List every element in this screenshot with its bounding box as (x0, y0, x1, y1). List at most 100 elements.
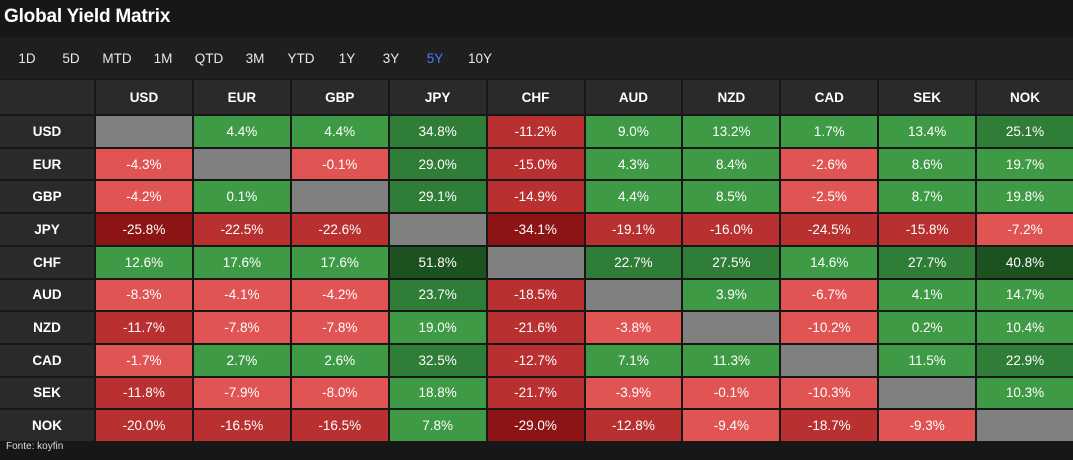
matrix-cell-gbp-cad: -2.5% (781, 181, 878, 213)
matrix-cell-cad-aud: 7.1% (585, 344, 682, 376)
row-header-usd: USD (0, 116, 94, 147)
matrix-cell-eur-jpy: 29.0% (389, 148, 486, 180)
matrix-cell-cad-jpy: 32.5% (389, 344, 486, 376)
period-tabs: 1D 5D MTD 1M QTD 3M YTD 1Y 3Y 5Y 10Y (0, 37, 1073, 79)
matrix-cell-nok-nok (977, 410, 1073, 441)
matrix-cell-chf-cad: 14.6% (781, 246, 878, 278)
matrix-cell-sek-usd: -11.8% (96, 377, 192, 409)
matrix-cell-nok-gbp: -16.5% (291, 410, 388, 441)
column-header-eur: EUR (193, 80, 290, 114)
matrix-cell-sek-sek (879, 377, 976, 409)
tab-ytd[interactable]: YTD (287, 50, 315, 66)
matrix-cell-usd-chf: -11.2% (487, 116, 584, 147)
row-header-jpy: JPY (0, 214, 94, 245)
matrix-cell-usd-nok: 25.1% (977, 116, 1073, 147)
column-header-chf: CHF (487, 80, 584, 114)
matrix-cell-eur-sek: 8.6% (879, 148, 976, 180)
matrix-cell-eur-gbp: -0.1% (291, 148, 388, 180)
matrix-cell-jpy-jpy (389, 214, 486, 245)
matrix-cell-cad-sek: 11.5% (879, 344, 976, 376)
matrix-cell-nzd-usd: -11.7% (96, 312, 192, 343)
matrix-cell-aud-aud (585, 279, 682, 311)
matrix-cell-jpy-nok: -7.2% (977, 214, 1073, 245)
column-header-nzd: NZD (683, 80, 780, 114)
matrix-cell-chf-chf (487, 246, 584, 278)
matrix-cell-jpy-nzd: -16.0% (683, 214, 780, 245)
matrix-cell-gbp-nzd: 8.5% (683, 181, 780, 213)
matrix-cell-sek-jpy: 18.8% (389, 377, 486, 409)
matrix-cell-aud-nzd: 3.9% (683, 279, 780, 311)
matrix-cell-sek-nzd: -0.1% (683, 377, 780, 409)
row-header-aud: AUD (0, 279, 94, 311)
matrix-corner (0, 80, 94, 114)
matrix-cell-nok-usd: -20.0% (96, 410, 192, 441)
matrix-cell-cad-eur: 2.7% (193, 344, 290, 376)
tab-1d[interactable]: 1D (18, 50, 36, 66)
matrix-cell-gbp-nok: 19.8% (977, 181, 1073, 213)
matrix-cell-sek-eur: -7.9% (193, 377, 290, 409)
matrix-cell-gbp-sek: 8.7% (879, 181, 976, 213)
matrix-cell-nzd-jpy: 19.0% (389, 312, 486, 343)
tab-1y[interactable]: 1Y (338, 50, 356, 66)
matrix-cell-chf-jpy: 51.8% (389, 246, 486, 278)
tab-qtd[interactable]: QTD (194, 50, 224, 66)
matrix-cell-aud-cad: -6.7% (781, 279, 878, 311)
matrix-cell-eur-nok: 19.7% (977, 148, 1073, 180)
matrix-cell-cad-nzd: 11.3% (683, 344, 780, 376)
tab-5y[interactable]: 5Y (426, 50, 444, 66)
matrix-cell-aud-usd: -8.3% (96, 279, 192, 311)
matrix-cell-usd-eur: 4.4% (193, 116, 290, 147)
matrix-cell-aud-sek: 4.1% (879, 279, 976, 311)
matrix-cell-eur-aud: 4.3% (585, 148, 682, 180)
matrix-cell-usd-cad: 1.7% (781, 116, 878, 147)
tab-3y[interactable]: 3Y (382, 50, 400, 66)
matrix-cell-cad-usd: -1.7% (96, 344, 192, 376)
matrix-cell-eur-chf: -15.0% (487, 148, 584, 180)
matrix-cell-nzd-eur: -7.8% (193, 312, 290, 343)
tab-1m[interactable]: 1M (153, 50, 173, 66)
matrix-cell-jpy-gbp: -22.6% (291, 214, 388, 245)
matrix-cell-jpy-aud: -19.1% (585, 214, 682, 245)
matrix-cell-nok-aud: -12.8% (585, 410, 682, 441)
matrix-cell-aud-gbp: -4.2% (291, 279, 388, 311)
page-title: Global Yield Matrix (4, 6, 171, 27)
matrix-cell-aud-jpy: 23.7% (389, 279, 486, 311)
matrix-cell-nzd-nzd (683, 312, 780, 343)
matrix-cell-nzd-chf: -21.6% (487, 312, 584, 343)
tab-5d[interactable]: 5D (62, 50, 80, 66)
matrix-cell-sek-nok: 10.3% (977, 377, 1073, 409)
tab-mtd[interactable]: MTD (102, 50, 132, 66)
matrix-cell-gbp-usd: -4.2% (96, 181, 192, 213)
row-header-cad: CAD (0, 344, 94, 376)
matrix-cell-cad-gbp: 2.6% (291, 344, 388, 376)
source-note: Fonte: koyfin (6, 441, 64, 452)
row-header-nzd: NZD (0, 312, 94, 343)
matrix-cell-nzd-aud: -3.8% (585, 312, 682, 343)
matrix-cell-chf-usd: 12.6% (96, 246, 192, 278)
matrix-cell-jpy-sek: -15.8% (879, 214, 976, 245)
matrix-cell-usd-aud: 9.0% (585, 116, 682, 147)
matrix-cell-sek-chf: -21.7% (487, 377, 584, 409)
matrix-cell-aud-nok: 14.7% (977, 279, 1073, 311)
matrix-cell-eur-usd: -4.3% (96, 148, 192, 180)
column-header-jpy: JPY (389, 80, 486, 114)
matrix-cell-eur-eur (193, 148, 290, 180)
matrix-cell-cad-nok: 22.9% (977, 344, 1073, 376)
matrix-cell-cad-cad (781, 344, 878, 376)
matrix-cell-nzd-nok: 10.4% (977, 312, 1073, 343)
matrix-cell-nzd-gbp: -7.8% (291, 312, 388, 343)
matrix-cell-chf-gbp: 17.6% (291, 246, 388, 278)
matrix-cell-sek-aud: -3.9% (585, 377, 682, 409)
column-header-gbp: GBP (291, 80, 388, 114)
matrix-cell-nok-jpy: 7.8% (389, 410, 486, 441)
tab-3m[interactable]: 3M (245, 50, 265, 66)
matrix-cell-eur-cad: -2.6% (781, 148, 878, 180)
row-header-eur: EUR (0, 148, 94, 180)
row-header-sek: SEK (0, 377, 94, 409)
matrix-cell-chf-sek: 27.7% (879, 246, 976, 278)
tab-10y[interactable]: 10Y (467, 50, 493, 66)
column-header-aud: AUD (585, 80, 682, 114)
row-header-gbp: GBP (0, 181, 94, 213)
matrix-cell-eur-nzd: 8.4% (683, 148, 780, 180)
matrix-cell-usd-gbp: 4.4% (291, 116, 388, 147)
